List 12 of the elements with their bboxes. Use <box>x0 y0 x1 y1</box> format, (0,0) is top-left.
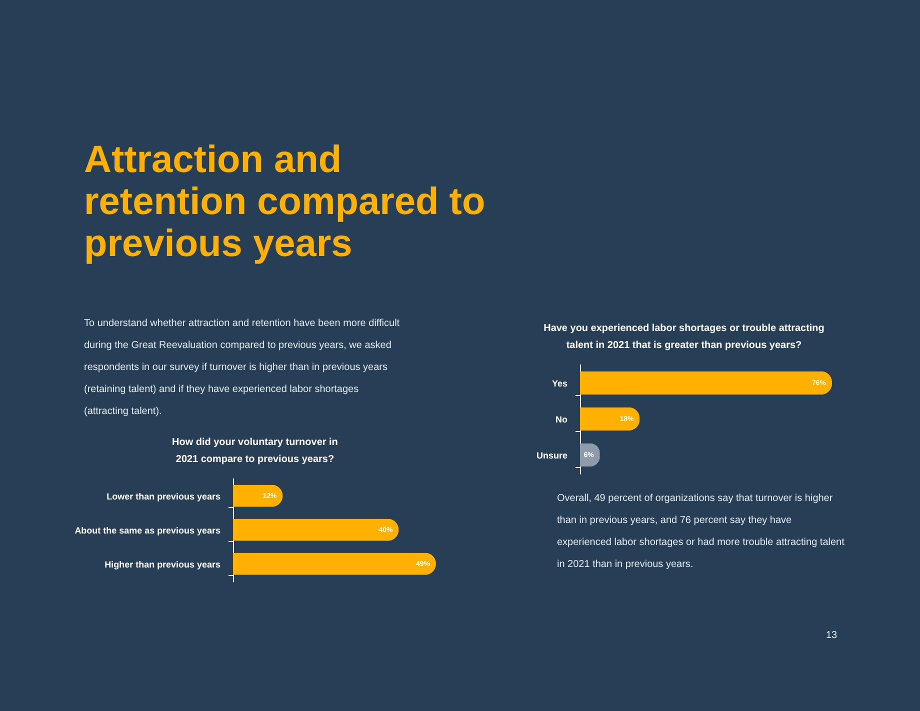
text: 13 <box>826 629 838 643</box>
y-tick-label: Higher than previous years <box>104 559 221 570</box>
text: Overall, 49 percent of organizations say that turnover is higher than in previous years, and 76 percent say they have experienced labor shortages or had more trouble attracting talent in 2021 than in previous years. <box>557 492 846 572</box>
y-tick-label: Lower than previous years <box>106 491 221 502</box>
y-tick-label: No <box>556 414 568 424</box>
y-tick-label: About the same as previous years <box>74 525 221 536</box>
chart-title: Have you experienced labor shortages or trouble attracting talent in 2021 that is greater than previous years? <box>544 323 824 351</box>
text: Attraction and retention compared to previous years <box>84 139 486 266</box>
text: To understand whether attraction and retention have been more difficult during the Great Reevaluation compared to previous years, we asked respondents in our survey if turnover is higher than in previous years (retaining talent) and if they have experienced labor shortages (attracting talent). <box>84 317 401 419</box>
y-tick-label: Unsure <box>536 450 568 460</box>
chart-title: How did your voluntary turnover in 2021 compare to previous years? <box>172 437 338 465</box>
y-tick-label: Yes <box>552 378 568 388</box>
